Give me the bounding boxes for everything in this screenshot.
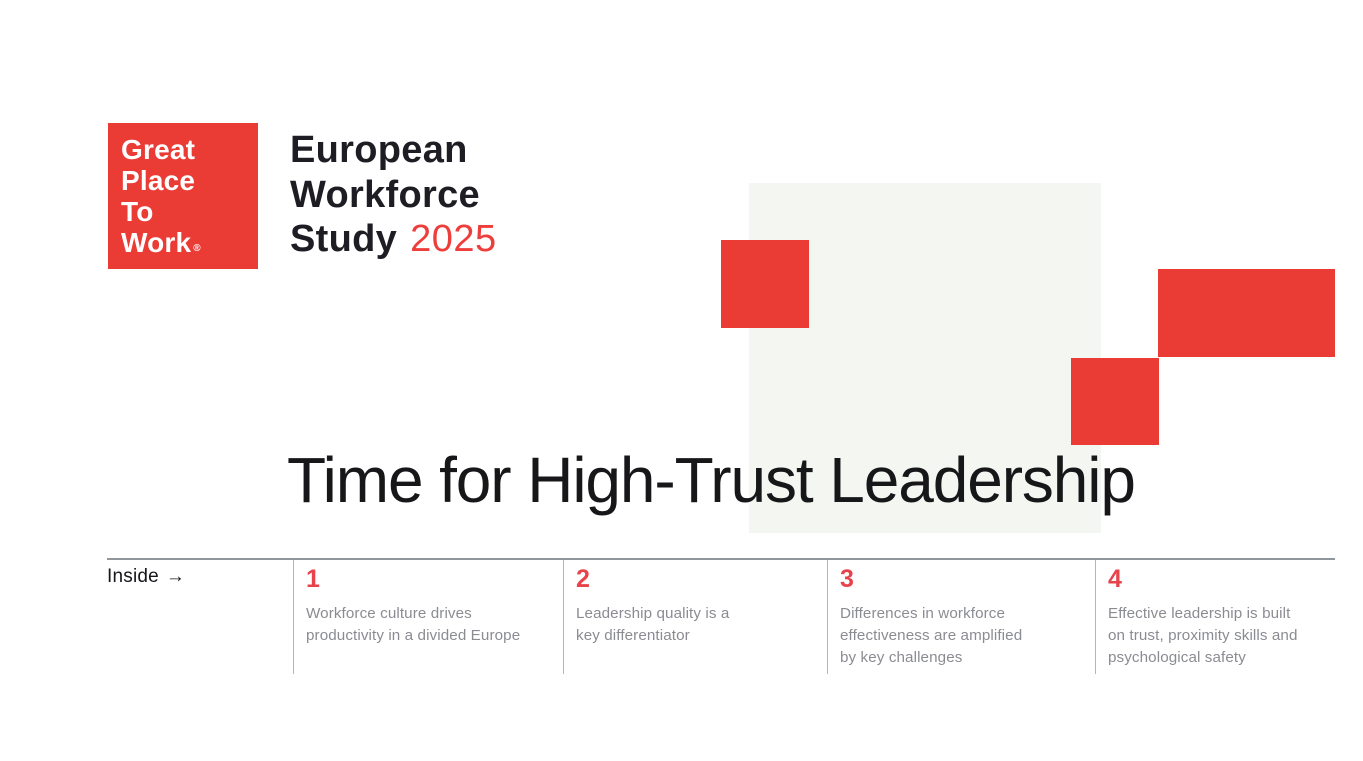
decor-red-square-left xyxy=(721,240,809,328)
logo-line: Great xyxy=(121,134,196,165)
great-place-to-work-logo: Great Place To Work ® xyxy=(108,123,258,269)
toc-item-number: 1 xyxy=(306,565,320,593)
toc-item-4: 4 Effective leadership is built on trust… xyxy=(1095,560,1351,674)
page-title: Time for High-Trust Leadership xyxy=(287,444,1136,516)
toc-item-text: Effective leadership is built on trust, … xyxy=(1108,605,1298,666)
study-title-line: Study 2025 xyxy=(290,217,497,262)
toc-item-number: 3 xyxy=(840,565,854,593)
study-year: 2025 xyxy=(410,218,497,260)
toc-item-text: Workforce culture drives productivity in… xyxy=(306,605,521,644)
logo-line: Place xyxy=(121,165,196,196)
logo-word: Work xyxy=(121,227,192,258)
toc-item-3: 3 Differences in workforce effectiveness… xyxy=(827,560,1083,674)
arrow-right-icon: → xyxy=(165,566,186,587)
toc-item-1: 1 Workforce culture drives productivity … xyxy=(293,560,549,674)
toc-item-2: 2 Leadership quality is a key differenti… xyxy=(563,560,819,674)
toc-item-text: Differences in workforce effectiveness a… xyxy=(840,605,1023,666)
logo-line: To xyxy=(121,196,154,227)
registered-trademark-icon: ® xyxy=(193,243,201,254)
decor-red-rectangle-right xyxy=(1158,269,1335,357)
toc-item-number: 2 xyxy=(576,565,590,593)
inside-label: Inside → xyxy=(107,566,185,588)
study-title-line: European xyxy=(290,129,468,171)
toc-item-text: Leadership quality is a key differentiat… xyxy=(576,605,730,644)
horizontal-rule xyxy=(107,558,1335,560)
study-title-word: Study xyxy=(290,218,398,260)
logo-line: Work ® xyxy=(121,227,258,265)
decor-red-square-middle xyxy=(1071,358,1159,445)
study-title: European Workforce Study 2025 xyxy=(290,128,497,262)
toc-item-number: 4 xyxy=(1108,565,1122,593)
study-title-line: Workforce xyxy=(290,173,480,216)
inside-label-text: Inside xyxy=(107,566,159,587)
